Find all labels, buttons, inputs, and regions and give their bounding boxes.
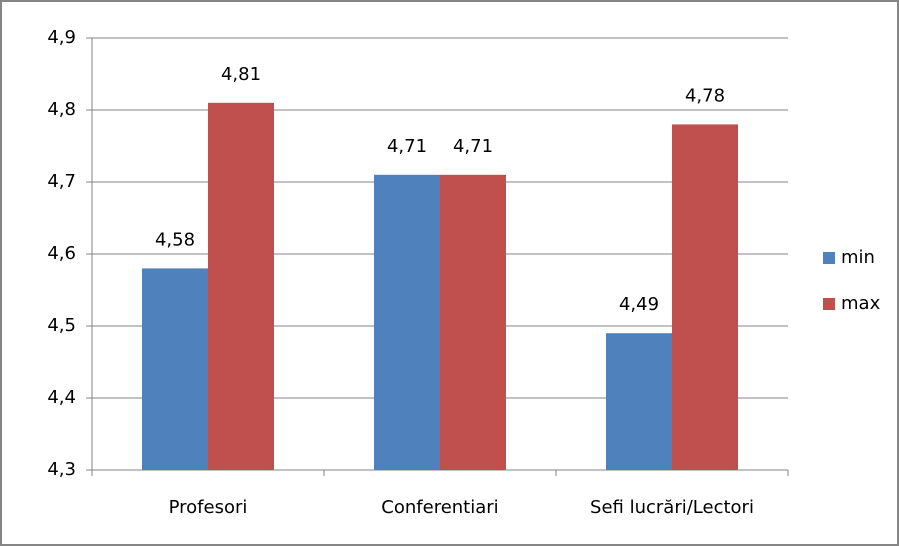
y-tick-label: 4,6 [47,243,76,264]
legend-label: max [841,293,881,314]
y-tick-label: 4,4 [47,387,76,408]
data-label: 4,81 [221,64,261,85]
x-tick-label: Sefi lucrări/Lectori [590,497,754,518]
y-tick-label: 4,8 [47,99,76,120]
x-tick-label: Profesori [169,497,248,518]
bar [440,174,506,471]
y-tick-label: 4,3 [47,459,76,480]
data-label: 4,71 [453,136,493,157]
legend-swatch [823,298,835,310]
x-tick-label: Conferentiari [381,497,498,518]
legend-label: min [841,247,875,268]
data-label: 4,78 [685,85,725,106]
bar [672,124,738,471]
data-label: 4,58 [155,229,195,250]
bar [606,333,672,470]
bar [374,174,440,471]
bar [142,268,208,470]
y-tick-label: 4,9 [47,27,76,48]
legend-swatch [823,252,835,264]
y-tick-label: 4,7 [47,171,76,192]
y-tick-label: 4,5 [47,315,76,336]
data-label: 4,71 [387,136,427,157]
bar [208,102,274,471]
data-label: 4,49 [619,294,659,315]
